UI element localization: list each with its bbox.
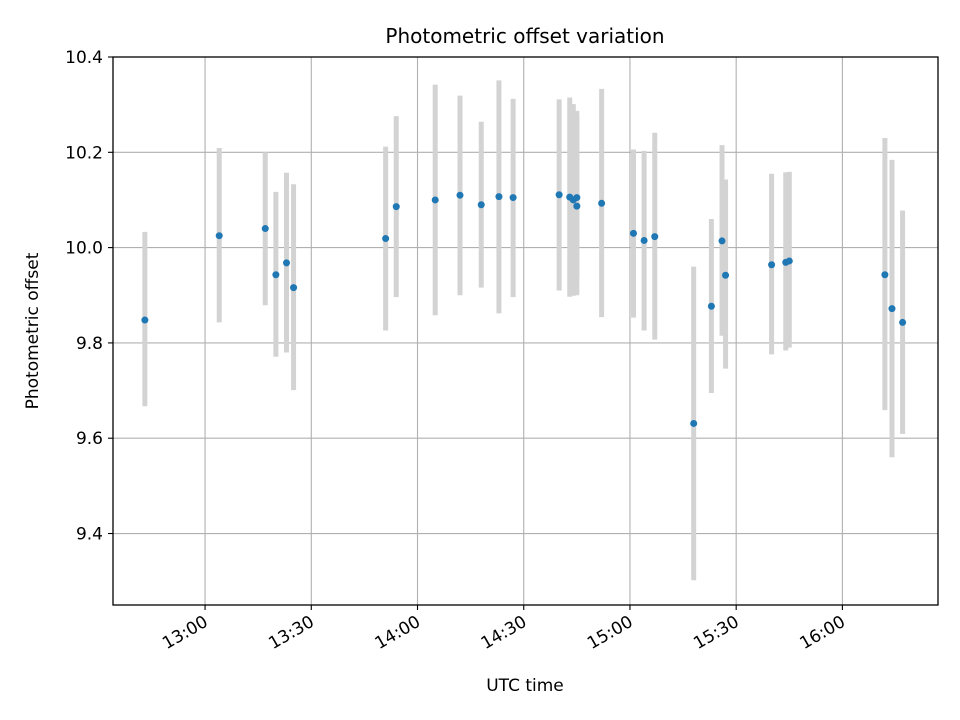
y-tick-label: 10.4 (65, 48, 103, 68)
y-tick-label: 10.2 (65, 143, 103, 163)
data-point (509, 194, 517, 202)
data-point (261, 225, 269, 233)
data-point (431, 196, 439, 204)
data-point (272, 271, 280, 279)
data-point (690, 419, 698, 427)
data-point (881, 271, 889, 279)
y-axis-label: Photometric offset (23, 252, 43, 409)
data-point (477, 201, 485, 209)
data-point (718, 237, 726, 245)
grid (113, 56, 938, 605)
data-points (141, 191, 907, 427)
data-point (141, 316, 149, 324)
y-tick-label: 9.6 (76, 429, 103, 449)
data-point (555, 191, 563, 199)
data-point (888, 305, 896, 313)
y-tick-label: 9.4 (76, 525, 103, 545)
data-point (785, 257, 793, 265)
data-point (573, 202, 581, 210)
data-point (382, 235, 390, 243)
data-point (573, 194, 581, 202)
y-axis: 9.4 9.6 9.8 10.0 10.2 10.4 (65, 48, 113, 545)
data-point (722, 271, 730, 279)
plot-frame (112, 56, 939, 606)
data-point (598, 199, 606, 207)
y-tick-label: 9.8 (76, 334, 103, 354)
data-point (768, 261, 776, 269)
data-point (215, 232, 223, 240)
chart-title: Photometric offset variation (385, 24, 664, 48)
y-tick-label: 10.0 (65, 239, 103, 259)
data-point (899, 318, 907, 326)
data-point (456, 191, 464, 199)
data-point (392, 203, 400, 211)
data-point (290, 284, 298, 292)
x-axis-label: UTC time (486, 676, 564, 696)
plot-area (113, 57, 938, 605)
data-point (640, 236, 648, 244)
data-point (651, 233, 659, 241)
data-point (495, 193, 503, 201)
data-point (282, 259, 290, 267)
data-point (707, 302, 715, 310)
data-point (629, 229, 637, 237)
